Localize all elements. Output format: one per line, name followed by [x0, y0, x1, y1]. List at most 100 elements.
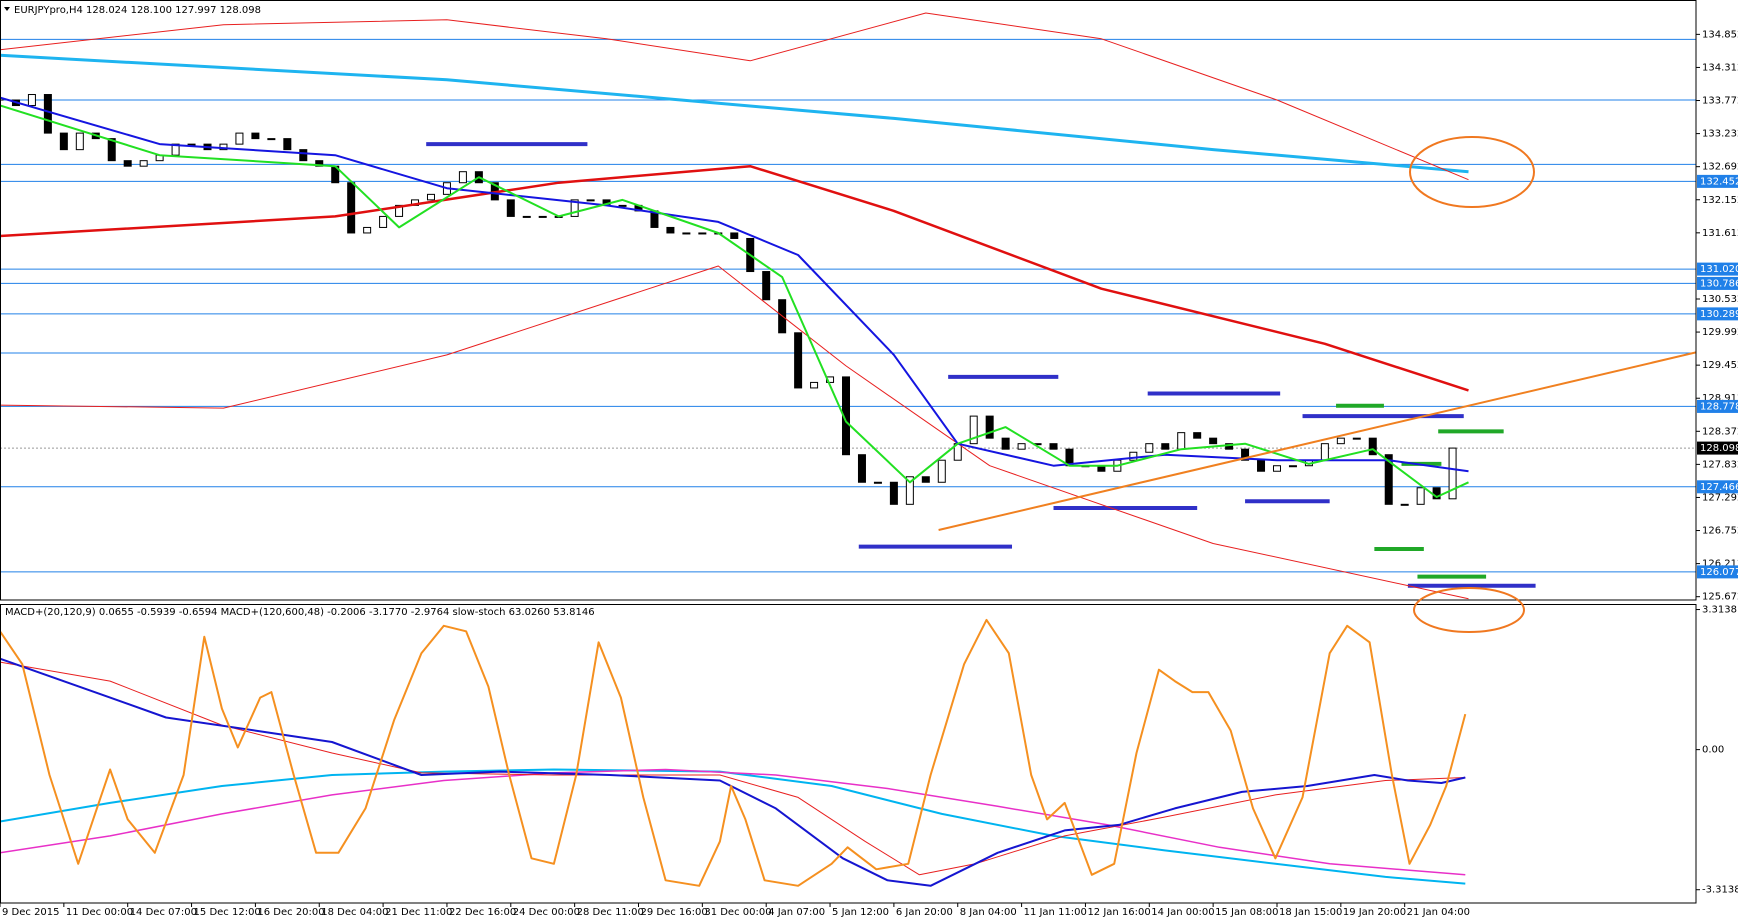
level-tag — [1697, 276, 1738, 290]
y-tick-label: 133.232 — [1702, 129, 1738, 140]
x-tick-label: 28 Dec 11:00 — [577, 907, 644, 918]
x-tick-label: 14 Jan 00:00 — [1151, 907, 1214, 918]
candle — [267, 138, 276, 141]
candle — [730, 232, 739, 239]
indicator-frame — [0, 604, 1697, 904]
indicator-line — [0, 265, 1469, 600]
indicator-line — [0, 96, 1469, 473]
annotation-ellipse — [1413, 587, 1525, 633]
menu-arrow[interactable] — [4, 7, 10, 11]
x-tick-label: 24 Dec 00:00 — [513, 907, 580, 918]
indicator-line — [0, 657, 1466, 887]
x-tick-label: 19 Jan 20:00 — [1343, 907, 1406, 918]
candle — [27, 94, 36, 107]
level-tag — [1697, 262, 1738, 276]
candle — [1448, 447, 1457, 500]
y-tick-label: 3.3138 — [1702, 605, 1737, 616]
indicator-line — [0, 661, 1466, 876]
x-tick-label: 14 Dec 07:00 — [130, 907, 197, 918]
y-tick-label: -3.3138 — [1702, 885, 1738, 896]
price-tag — [1697, 441, 1738, 455]
indicator-line — [0, 12, 1469, 181]
candle — [1145, 443, 1154, 453]
candle — [299, 149, 308, 162]
y-tick-label: 126.212 — [1702, 559, 1738, 570]
level-tag — [1697, 307, 1738, 321]
x-tick-label: 15 Dec 12:00 — [194, 907, 261, 918]
candle — [107, 138, 116, 162]
x-tick-label: 8 Jan 04:00 — [960, 907, 1017, 918]
candle — [1017, 443, 1026, 450]
x-tick-label: 15 Jan 08:00 — [1215, 907, 1278, 918]
annotation-ellipse — [1409, 136, 1535, 208]
level-tag — [1697, 565, 1738, 579]
x-tick-label: 9 Dec 2015 — [2, 907, 60, 918]
indicator-line — [0, 104, 1469, 498]
price-plot — [0, 12, 1696, 600]
x-tick-label: 12 Jan 16:00 — [1087, 907, 1150, 918]
y-tick-label: 134.312 — [1702, 62, 1738, 73]
candle — [1384, 454, 1393, 505]
y-tick-label: 128.912 — [1702, 393, 1738, 404]
candle — [347, 182, 356, 234]
candle — [794, 332, 803, 389]
y-tick-label: 132.692 — [1702, 162, 1738, 173]
indicator-line — [0, 164, 1469, 392]
indicator-line — [0, 768, 1466, 885]
candle — [1193, 432, 1202, 439]
candle — [618, 204, 627, 207]
y-tick-label: 0.00 — [1702, 745, 1724, 756]
indicator-plot — [0, 618, 1467, 887]
candle — [219, 143, 228, 151]
candle — [937, 459, 946, 483]
x-tick-label: 4 Jan 07:00 — [768, 907, 825, 918]
candle — [889, 481, 898, 505]
level-label: 127.466 — [1700, 482, 1738, 493]
x-tick-label: 18 Dec 04:00 — [321, 907, 388, 918]
level-label: 128.778 — [1700, 401, 1738, 412]
y-tick-label: 132.152 — [1702, 195, 1738, 206]
level-label: 126.077 — [1700, 567, 1738, 578]
indicator-title: MACD+(20,120,9) 0.0655 -0.5939 -0.6594 M… — [5, 607, 595, 618]
candle — [1272, 465, 1281, 472]
candle — [235, 132, 244, 145]
candle — [538, 215, 547, 218]
axes: 134.852 134.312 133.772 133.232 132.692 132.1… — [0, 29, 1738, 918]
x-tick-label: 6 Jan 20:00 — [896, 907, 953, 918]
x-tick-label: 31 Dec 00:00 — [704, 907, 771, 918]
candle — [59, 132, 68, 151]
x-tick-label: 11 Jan 11:00 — [1024, 907, 1087, 918]
candle — [363, 226, 372, 234]
candle — [1336, 437, 1345, 445]
indicator-line — [0, 618, 1467, 887]
price-label: 128.098 — [1700, 443, 1738, 454]
candle — [1001, 437, 1010, 450]
candle — [857, 454, 866, 483]
x-tick-label: 18 Jan 15:00 — [1279, 907, 1342, 918]
candle — [985, 415, 994, 439]
y-tick-label: 127.832 — [1702, 459, 1738, 470]
price-frame — [0, 0, 1697, 601]
candle — [1129, 451, 1138, 461]
y-tick-label: 128.372 — [1702, 426, 1738, 437]
candle — [1416, 487, 1425, 505]
indicator-line — [0, 53, 1469, 174]
candle — [1161, 443, 1170, 450]
x-tick-label: 21 Dec 11:00 — [385, 907, 452, 918]
candle — [139, 160, 148, 167]
candle — [921, 476, 930, 483]
candle — [570, 199, 579, 217]
y-tick-label: 133.772 — [1702, 96, 1738, 107]
candle — [1241, 448, 1250, 461]
level-tag — [1697, 399, 1738, 413]
level-label: 130.786 — [1700, 278, 1738, 289]
candle — [1288, 465, 1297, 468]
candle — [283, 138, 292, 151]
candle — [506, 199, 515, 217]
x-tick-label: 22 Dec 16:00 — [449, 907, 516, 918]
y-tick-label: 131.612 — [1702, 228, 1738, 239]
level-label: 131.020 — [1700, 264, 1738, 275]
level-tag — [1697, 480, 1738, 494]
